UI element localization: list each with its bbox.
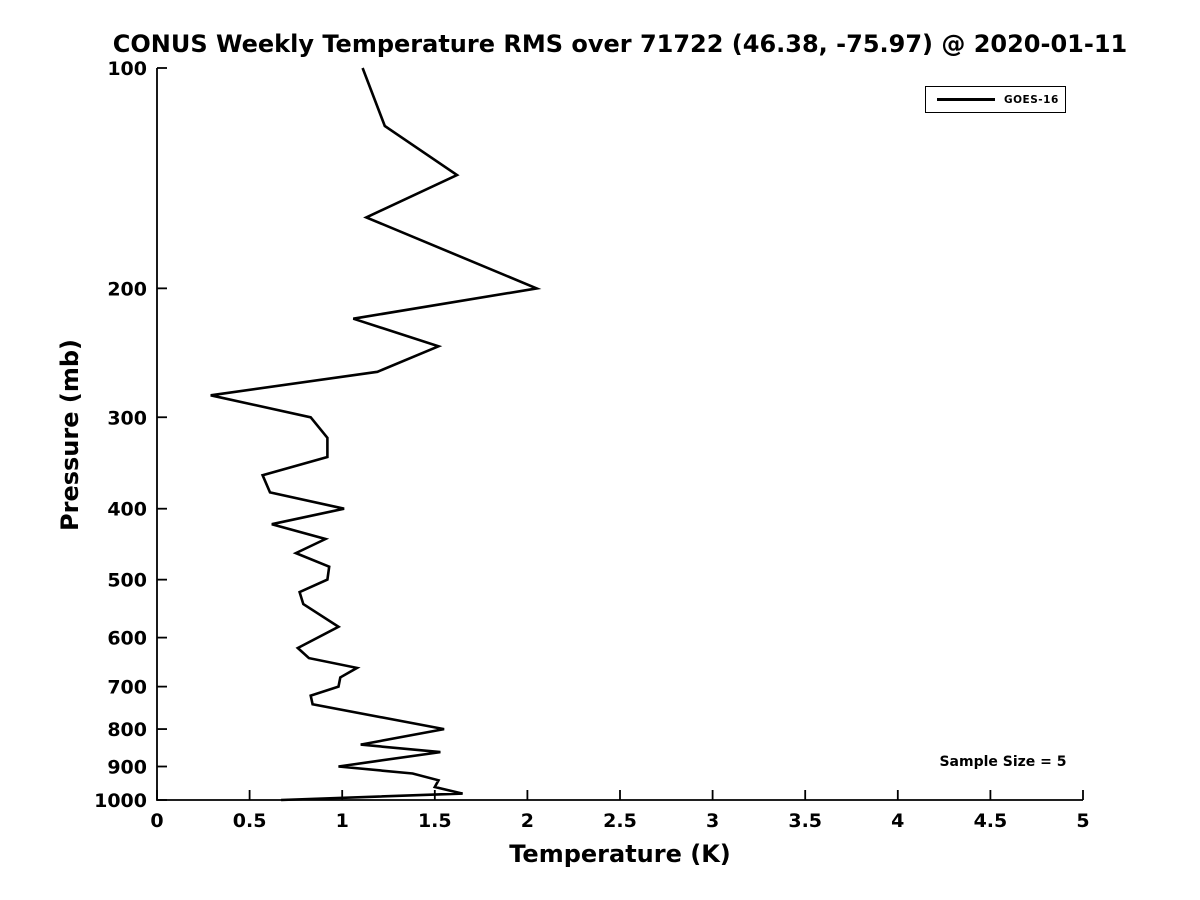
- x-tick-label: 1.5: [418, 810, 452, 832]
- legend: GOES-16: [925, 86, 1066, 113]
- y-tick-label: 800: [107, 719, 147, 741]
- axis-spines: [156, 68, 1083, 801]
- y-tick-label: 700: [107, 677, 147, 699]
- y-tick-label: 1000: [94, 790, 147, 812]
- y-tick-label: 400: [107, 499, 147, 521]
- x-tick-label: 3.5: [788, 810, 822, 832]
- x-tick-label: 5: [1076, 810, 1089, 832]
- x-tick-label: 4: [891, 810, 904, 832]
- y-tick-label: 500: [107, 570, 147, 592]
- y-tick-label: 100: [107, 58, 147, 80]
- x-tick-label: 4.5: [974, 810, 1008, 832]
- x-tick-label: 0.5: [233, 810, 267, 832]
- x-tick-label: 2.5: [603, 810, 637, 832]
- x-tick-label: 3: [706, 810, 719, 832]
- legend-line-swatch: [937, 98, 995, 101]
- x-axis-label: Temperature (K): [509, 840, 731, 868]
- chart-title: CONUS Weekly Temperature RMS over 71722 …: [112, 30, 1128, 58]
- x-tick-label: 0: [150, 810, 163, 832]
- sample-size-annotation: Sample Size = 5: [939, 754, 1067, 770]
- y-tick-label: 900: [107, 757, 147, 779]
- legend-label: GOES-16: [1004, 93, 1059, 106]
- x-tick-label: 1: [336, 810, 349, 832]
- y-tick-label: 200: [107, 278, 147, 300]
- y-tick-label: 600: [107, 628, 147, 650]
- y-tick-label: 300: [107, 407, 147, 429]
- x-tick-label: 2: [521, 810, 534, 832]
- series-line-goes-16: [210, 67, 542, 802]
